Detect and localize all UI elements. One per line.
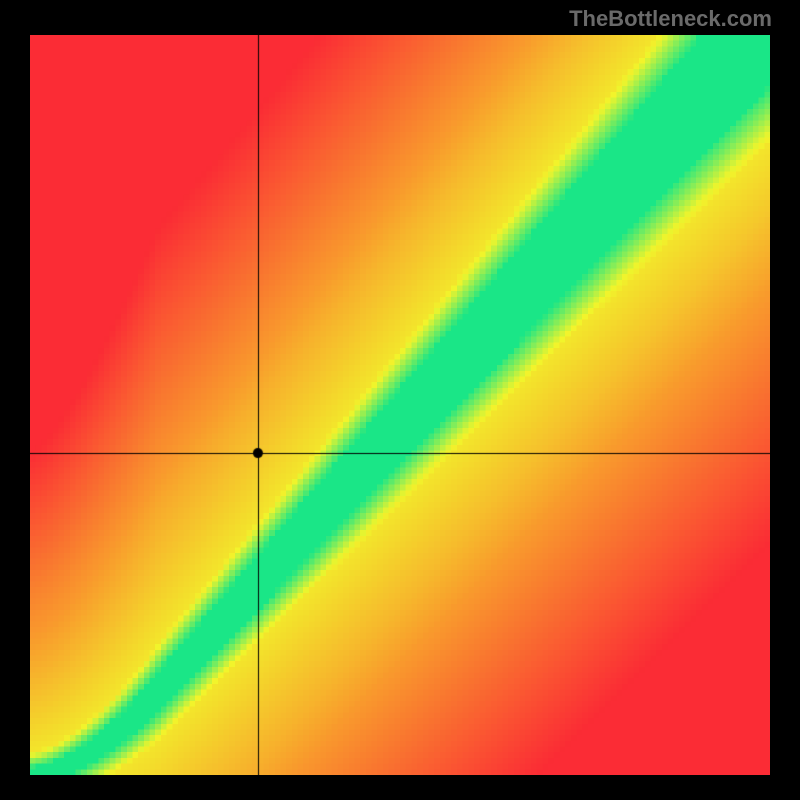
crosshair-overlay: [30, 35, 770, 775]
chart-frame: { "watermark": { "text": "TheBottleneck.…: [0, 0, 800, 800]
watermark-text: TheBottleneck.com: [569, 6, 772, 32]
